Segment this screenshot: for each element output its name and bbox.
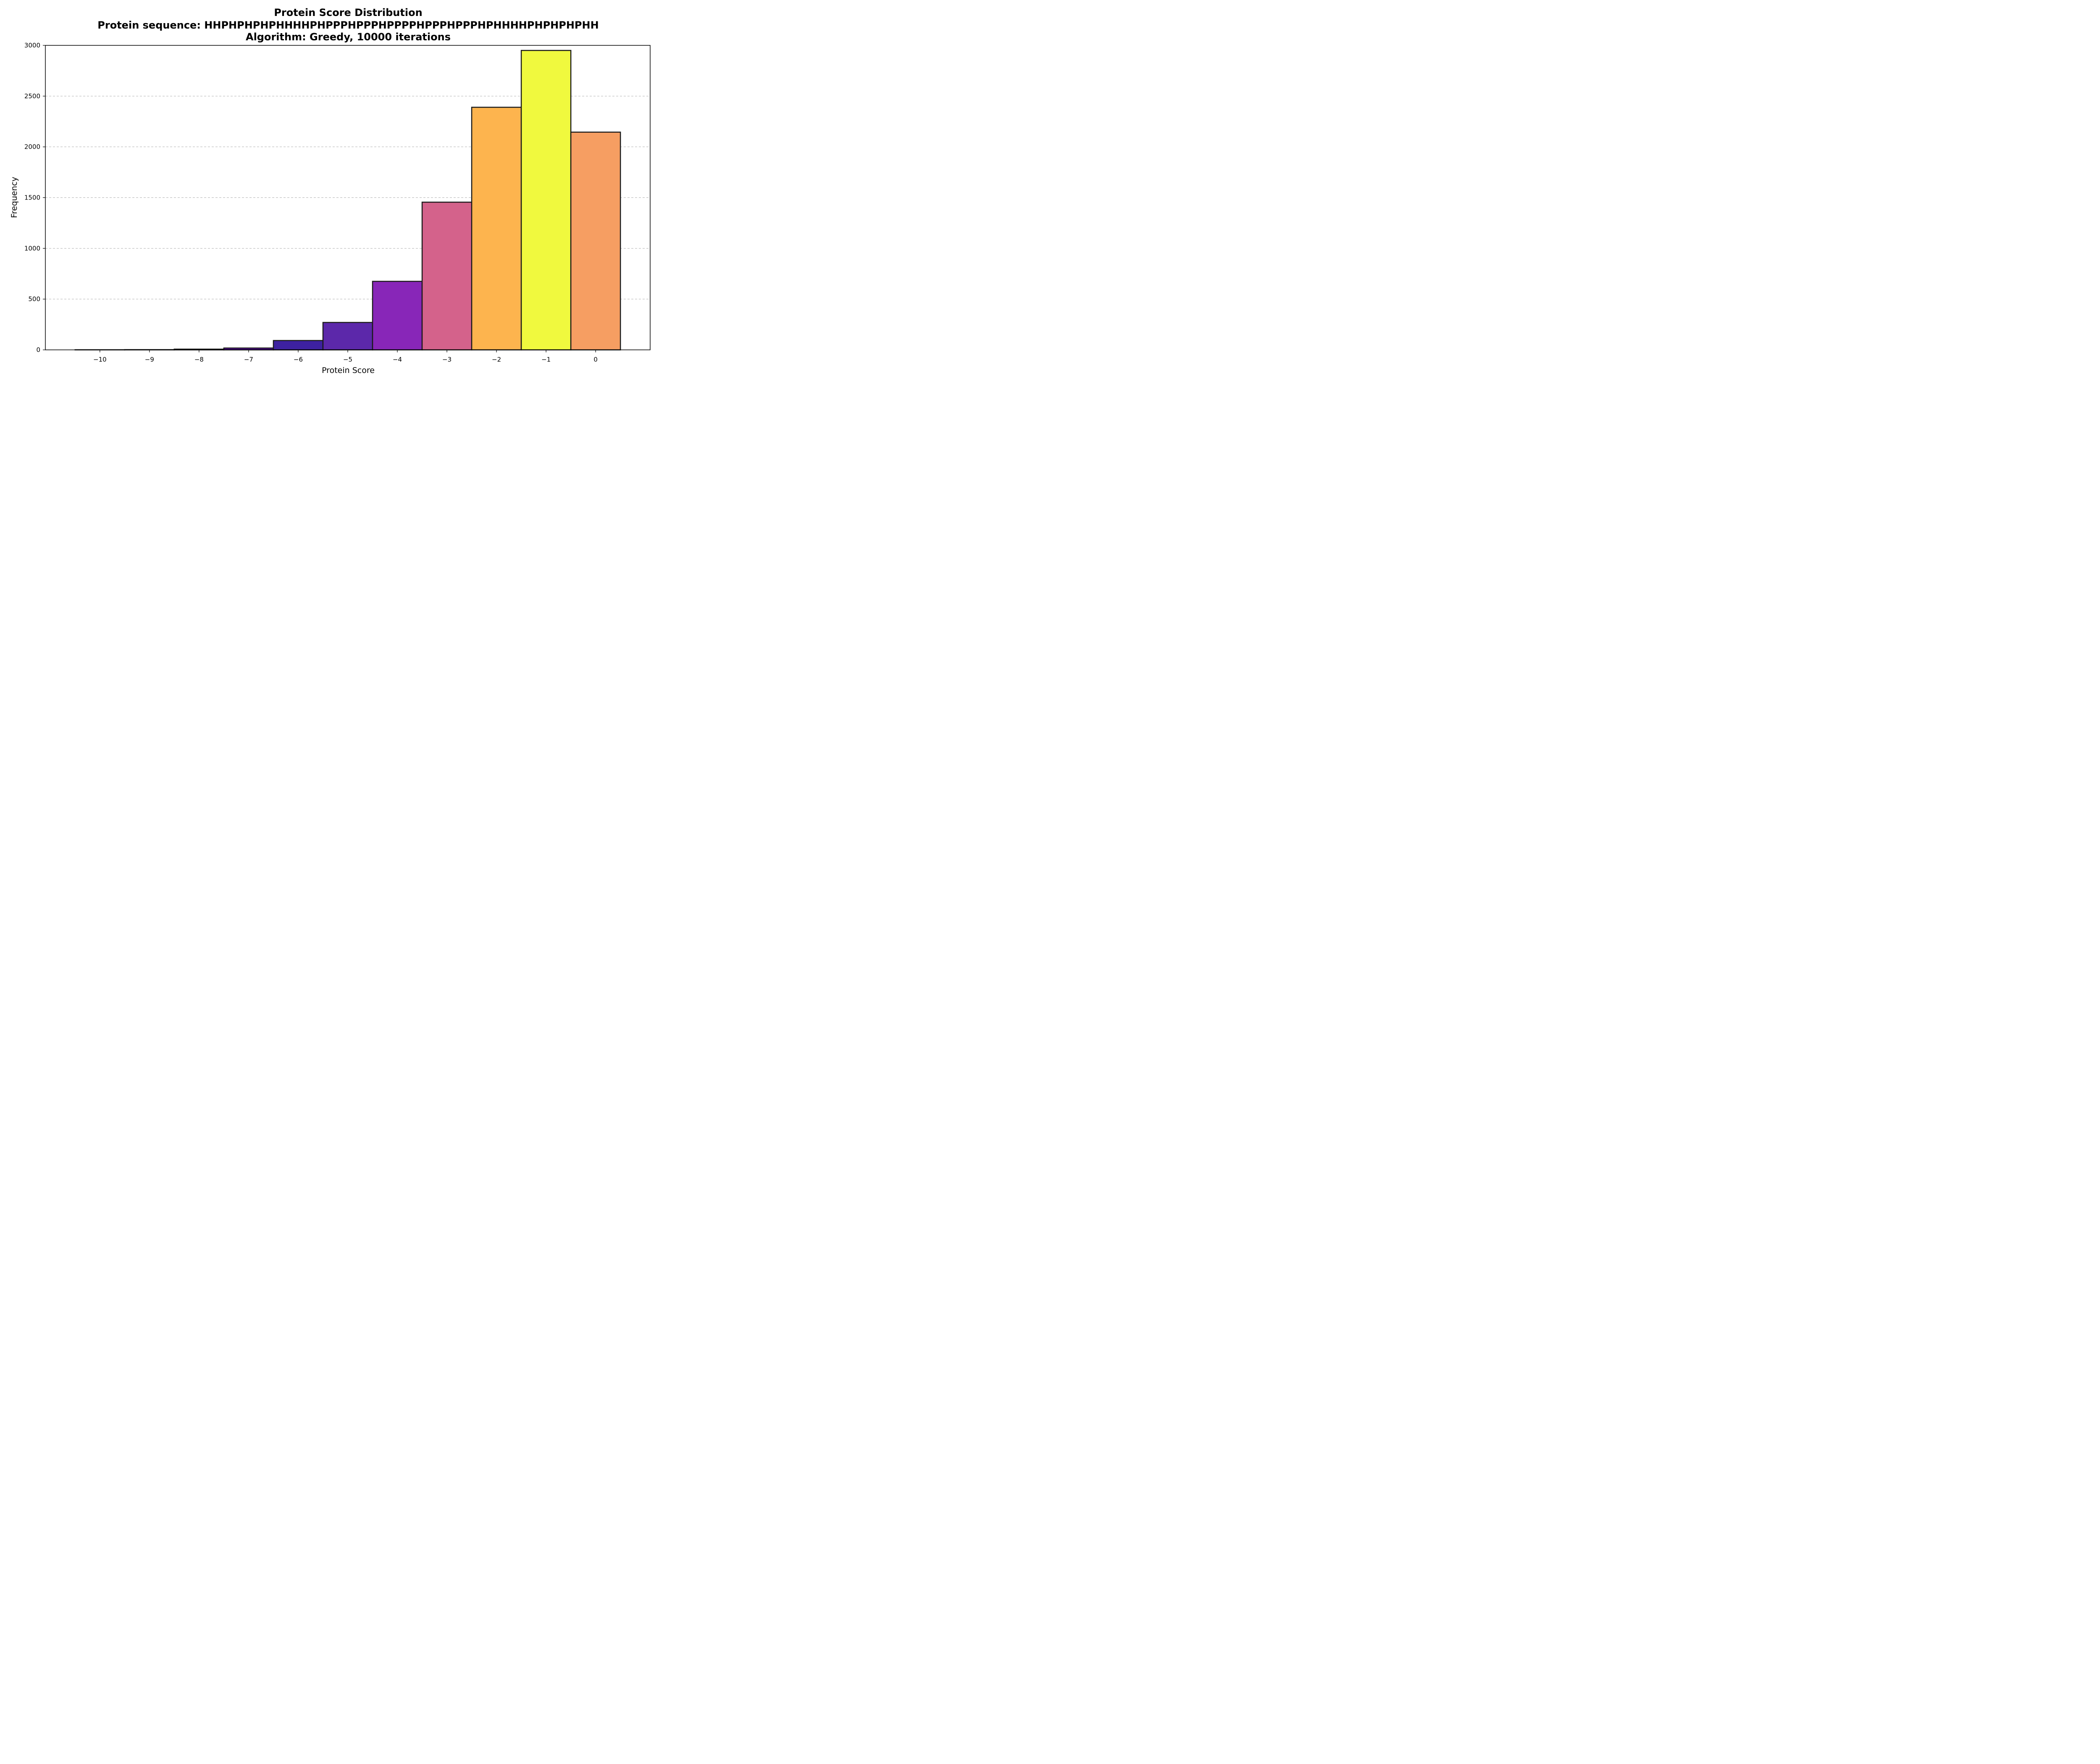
- chart-subtitle-algorithm: Algorithm: Greedy, 10000 iterations: [246, 31, 451, 43]
- histogram-chart: Protein Score Distribution Protein seque…: [10, 7, 651, 375]
- y-axis-ticks: 0 500 1000 1500 2000 2500 3000: [24, 42, 45, 354]
- y-tick-label: 1000: [24, 244, 40, 252]
- x-tick-label: 0: [593, 356, 598, 363]
- x-tick-label: −6: [294, 356, 303, 363]
- x-axis-ticks: −10 −9 −8 −7 −6 −5 −4 −3 −2 −1 0: [93, 350, 598, 363]
- histogram-bar: [322, 322, 373, 351]
- y-axis-label: Frequency: [10, 177, 19, 218]
- y-tick-label: 2500: [24, 92, 40, 100]
- x-tick-label: −4: [393, 356, 402, 363]
- chart-title: Protein Score Distribution: [274, 7, 422, 18]
- x-tick-label: −8: [194, 356, 204, 363]
- histogram-bar: [372, 281, 423, 351]
- x-axis-label: Protein Score: [322, 366, 375, 375]
- y-tick-label: 0: [36, 346, 40, 354]
- histogram-bar: [421, 202, 472, 351]
- x-tick-label: −1: [541, 356, 551, 363]
- histogram-bar: [471, 107, 522, 351]
- x-tick-label: −3: [442, 356, 452, 363]
- y-tick-label: 500: [28, 295, 40, 303]
- x-tick-label: −2: [492, 356, 501, 363]
- y-tick-label: 2000: [24, 143, 40, 151]
- histogram-bar: [520, 50, 572, 351]
- x-tick-label: −10: [93, 356, 107, 363]
- y-tick-label: 3000: [24, 42, 40, 49]
- x-tick-label: −5: [343, 356, 352, 363]
- x-tick-label: −7: [244, 356, 253, 363]
- y-tick-label: 1500: [24, 194, 40, 202]
- chart-subtitle-sequence: Protein sequence: HHPHPHPHPHHHHPHPPPHPPP…: [97, 19, 598, 31]
- histogram-bars: [74, 50, 621, 351]
- histogram-bar: [273, 340, 324, 351]
- histogram-bar: [570, 131, 621, 351]
- x-tick-label: −9: [145, 356, 154, 363]
